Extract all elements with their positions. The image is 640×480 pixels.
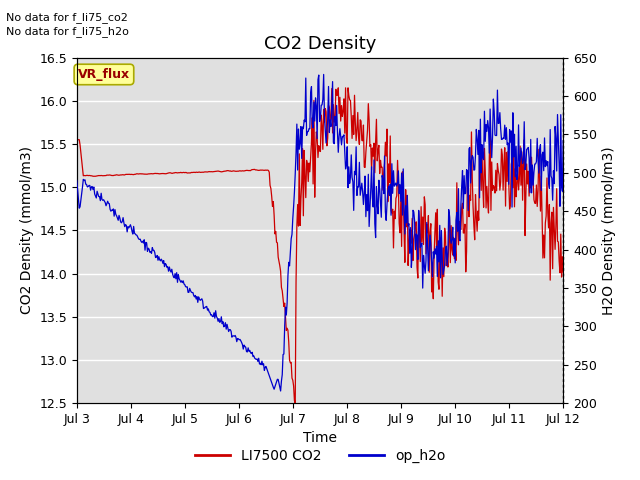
Text: VR_flux: VR_flux bbox=[78, 68, 130, 81]
Text: No data for f_li75_h2o: No data for f_li75_h2o bbox=[6, 26, 129, 37]
Legend: LI7500 CO2, op_h2o: LI7500 CO2, op_h2o bbox=[189, 443, 451, 468]
Y-axis label: CO2 Density (mmol/m3): CO2 Density (mmol/m3) bbox=[20, 146, 34, 314]
Text: No data for f_li75_co2: No data for f_li75_co2 bbox=[6, 12, 128, 23]
Title: CO2 Density: CO2 Density bbox=[264, 35, 376, 53]
Y-axis label: H2O Density (mmol/m3): H2O Density (mmol/m3) bbox=[602, 146, 616, 315]
X-axis label: Time: Time bbox=[303, 432, 337, 445]
